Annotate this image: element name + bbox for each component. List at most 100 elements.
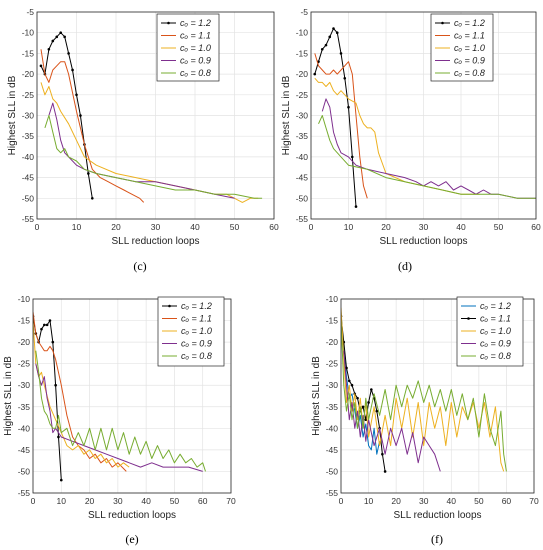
axes-box bbox=[32, 298, 232, 494]
panel-label: (e) bbox=[125, 532, 138, 546]
legend-label: cₒ = 1.1 bbox=[480, 314, 511, 324]
y-tick-label: -10 bbox=[22, 28, 35, 38]
y-tick-label: -20 bbox=[296, 69, 309, 79]
y-tick-label: -45 bbox=[326, 445, 339, 455]
chart-panel-f: 0 10 20 30 40 50 60 70 -10 -15 -20 -25 -30 -35 -40 -45 -… bbox=[311, 294, 539, 546]
series-group bbox=[341, 307, 507, 473]
y-axis-title: Highest SLL in dB bbox=[281, 75, 292, 155]
y-tick-label: -45 bbox=[296, 173, 309, 183]
y-tick-label: -30 bbox=[326, 380, 339, 390]
y-tick-label: -40 bbox=[18, 423, 31, 433]
y-tick-label: -30 bbox=[296, 111, 309, 121]
x-tick-label: 50 bbox=[170, 496, 180, 506]
series-line-4 bbox=[343, 350, 441, 472]
legend-label: cₒ = 1.0 bbox=[181, 326, 212, 336]
y-tick-label: -35 bbox=[22, 131, 35, 141]
x-tick-label: 60 bbox=[198, 496, 208, 506]
legend: cₒ = 1.2 cₒ = 1.1 cₒ = 1.0 cₒ = 0.9 cₒ = 0.8 bbox=[430, 13, 494, 82]
legend: cₒ = 1.2 cₒ = 1.1 cₒ = 1.0 cₒ = 0.9 cₒ = 0.8 bbox=[456, 296, 524, 367]
x-tick-label: 60 bbox=[531, 222, 541, 232]
y-tick-label: -15 bbox=[22, 48, 35, 58]
x-tick-label: 10 bbox=[344, 222, 354, 232]
series-marker bbox=[57, 435, 60, 439]
x-tick-label: 50 bbox=[230, 222, 240, 232]
legend-label: cₒ = 1.1 bbox=[181, 314, 212, 324]
series-line-5 bbox=[35, 350, 206, 472]
y-tick-label: -55 bbox=[326, 488, 339, 498]
x-tick-label: 30 bbox=[419, 222, 429, 232]
legend-label: cₒ = 1.0 bbox=[454, 43, 485, 53]
y-tick-label: -25 bbox=[296, 90, 309, 100]
y-tick-label: -35 bbox=[296, 131, 309, 141]
series-line-1 bbox=[314, 28, 357, 207]
y-tick-label: -40 bbox=[22, 152, 35, 162]
series-line-3 bbox=[40, 82, 259, 203]
x-tick-label: 60 bbox=[502, 496, 512, 506]
x-tick-label: 40 bbox=[456, 222, 466, 232]
x-tick-label: 30 bbox=[113, 496, 123, 506]
series-line-5 bbox=[318, 115, 536, 199]
series-line-5 bbox=[44, 115, 263, 199]
x-tick-label: 40 bbox=[447, 496, 457, 506]
series-marker bbox=[313, 72, 317, 76]
legend-label: cₒ = 1.2 bbox=[181, 301, 212, 311]
legend-label: cₒ = 0.8 bbox=[480, 351, 511, 361]
series-group bbox=[39, 31, 263, 203]
x-tick-label: 20 bbox=[381, 222, 391, 232]
legend-label: cₒ = 1.0 bbox=[180, 43, 211, 53]
y-tick-label: -55 bbox=[22, 214, 35, 224]
x-tick-label: 20 bbox=[391, 496, 401, 506]
series-marker bbox=[350, 155, 354, 159]
series-marker bbox=[47, 47, 51, 51]
y-tick-label: -15 bbox=[326, 316, 339, 326]
series-marker bbox=[45, 323, 49, 327]
x-tick-label: 0 bbox=[339, 496, 344, 506]
y-tick-label: -15 bbox=[18, 316, 31, 326]
series-line-2 bbox=[314, 53, 368, 199]
y-tick-label: -55 bbox=[296, 214, 309, 224]
series-marker bbox=[347, 379, 351, 383]
series-marker bbox=[79, 114, 82, 117]
legend-label: cₒ = 1.1 bbox=[180, 31, 211, 41]
series-marker bbox=[361, 405, 365, 409]
legend-marker bbox=[441, 21, 444, 25]
series-marker bbox=[75, 93, 78, 97]
series-marker bbox=[343, 76, 347, 80]
y-tick-label: -40 bbox=[326, 423, 339, 433]
series-group bbox=[33, 311, 206, 482]
series-marker bbox=[48, 319, 52, 322]
series-marker bbox=[364, 418, 368, 422]
panel-label: (f) bbox=[431, 532, 443, 546]
series-marker bbox=[54, 383, 57, 387]
x-tick-label: 0 bbox=[31, 496, 36, 506]
series-marker bbox=[39, 64, 43, 68]
legend-label: cₒ = 1.2 bbox=[454, 18, 485, 28]
y-tick-label: -5 bbox=[300, 7, 308, 17]
legend-marker bbox=[168, 304, 171, 308]
y-tick-label: -45 bbox=[22, 173, 35, 183]
series-marker bbox=[71, 68, 74, 72]
series-line-2 bbox=[40, 49, 145, 203]
y-tick-label: -20 bbox=[22, 69, 35, 79]
legend-label: cₒ = 0.9 bbox=[480, 339, 511, 349]
x-tick-label: 60 bbox=[269, 222, 279, 232]
x-tick-label: 70 bbox=[226, 496, 236, 506]
legend-label: cₒ = 0.9 bbox=[181, 339, 212, 349]
y-axis-title: Highest SLL in dB bbox=[7, 75, 18, 155]
chart-panel-d: 0 10 20 30 40 50 60 -5 -10 -15 -20 -25 -30 -35 -40 -45 -… bbox=[281, 7, 541, 273]
x-tick-label: 40 bbox=[141, 496, 151, 506]
y-tick-label: -35 bbox=[326, 402, 339, 412]
series-group bbox=[313, 27, 536, 208]
x-tick-label: 30 bbox=[151, 222, 161, 232]
y-tick-label: -25 bbox=[22, 90, 35, 100]
y-tick-label: -50 bbox=[326, 466, 339, 476]
series-marker bbox=[375, 409, 379, 413]
axes-box bbox=[310, 11, 537, 220]
panel-label: (c) bbox=[133, 259, 146, 273]
x-tick-label: 20 bbox=[85, 496, 95, 506]
y-axis-title: Highest SLL in dB bbox=[311, 356, 322, 436]
chart-panel-e: 0 10 20 30 40 50 60 70 -10 -15 -20 -25 -30 -35 -40 -45 -… bbox=[3, 294, 236, 546]
y-tick-label: -35 bbox=[18, 402, 31, 412]
x-tick-label: 70 bbox=[529, 496, 539, 506]
y-tick-label: -20 bbox=[326, 337, 339, 347]
